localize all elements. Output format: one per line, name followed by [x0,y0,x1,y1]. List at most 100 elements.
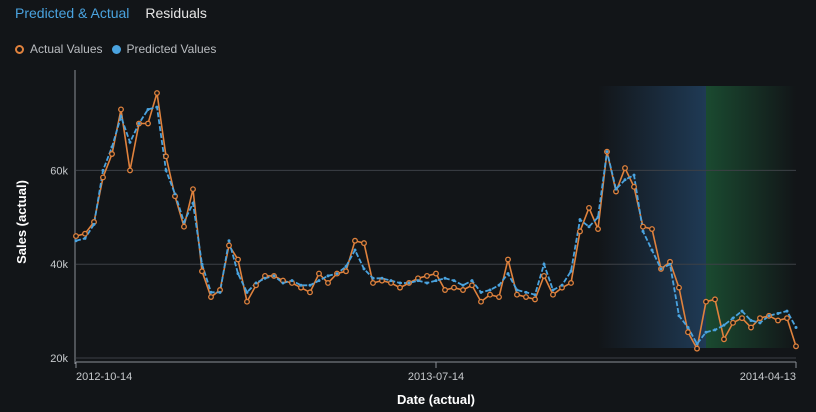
actual-point [478,298,484,305]
legend-item-actual[interactable]: Actual Values [15,42,103,56]
actual-point [739,315,745,322]
predicted-point [263,276,267,280]
predicted-point [668,262,672,266]
chart-grid [76,169,796,359]
actual-point [370,280,376,286]
actual-point [145,120,151,127]
predicted-point [767,314,771,318]
actual-point [730,319,736,326]
predicted-point [596,215,600,219]
highlight-regions [598,86,796,348]
actual-point [568,280,574,286]
actual-point [352,237,358,244]
predicted-point [92,222,96,226]
predicted-point [695,342,699,346]
predicted-dot-icon [111,44,121,54]
actual-point [640,223,646,230]
actual-point [757,315,763,322]
predicted-point [515,288,519,292]
actual-point [595,226,601,232]
predicted-point [155,105,159,109]
actual-point [127,167,133,174]
predicted-point [434,279,438,283]
actual-point [469,282,475,289]
predicted-point [560,283,564,287]
x-axis-label: Date (actual) [397,392,475,407]
actual-point [244,298,250,305]
predicted-point [632,173,636,177]
actual-point [325,280,331,286]
predicted-point [335,272,339,276]
actual-point [235,256,241,263]
predicted-point [623,178,627,182]
actual-point [163,153,169,160]
actual-point [397,284,403,291]
y-tick-label: 20k [50,353,68,365]
predicted-point [389,279,393,283]
predicted-point [740,309,744,313]
actual-point [514,291,520,298]
predicted-point [686,326,690,330]
chart-tabs: Predicted & Actual Residuals [15,4,207,24]
actual-point [100,174,106,181]
actual-point [487,291,493,298]
predicted-point [110,145,114,149]
actual-point [694,345,700,352]
predicted-point [344,265,348,269]
predicted-point [362,267,366,271]
chart-series [73,90,799,352]
predicted-point [533,293,537,297]
predicted-point [578,218,582,222]
actual-point [109,151,115,157]
predicted-point [749,318,753,322]
legend-item-predicted[interactable]: Predicted Values [111,42,217,56]
predicted-point [326,274,330,278]
actual-point [118,106,124,113]
actual-point [532,296,538,303]
actual-point [361,240,367,247]
actual-point [460,287,466,293]
predicted-point [245,290,249,294]
actual-point [676,284,682,291]
predicted-point [677,314,681,318]
predicted-point [407,281,411,285]
actual-point [505,256,511,263]
predicted-point [173,192,177,196]
predicted-point [659,267,663,271]
predicted-point [317,279,321,283]
actual-point [190,186,196,193]
predicted-point [236,272,240,276]
chart-labels: 20k 40k 60k 2012-10-14 2013-07-14 2014-04-13 D… [14,165,796,407]
actual-point [622,165,628,172]
actual-point [343,268,349,275]
predicted-point [497,283,501,287]
predicted-point [587,225,591,229]
predicted-point [281,281,285,285]
predicted-point [569,269,573,273]
predicted-point [119,114,123,118]
actual-point [442,287,448,293]
predicted-point [308,283,312,287]
predicted-point [128,140,132,144]
predicted-point [650,248,654,252]
x-tick-label: 2014-04-13 [740,371,796,383]
predicted-point [200,262,204,266]
actual-point [793,343,799,350]
predicted-point [371,276,375,280]
predicted-point [542,262,546,266]
predicted-point [506,272,510,276]
actual-point [685,329,691,336]
predicted-point [380,276,384,280]
predicted-point [254,281,258,285]
predicted-point [398,281,402,285]
predicted-point [731,316,735,320]
predicted-point [551,288,555,292]
actual-point [631,183,637,190]
actual-point [784,315,790,322]
legend-predicted-label: Predicted Values [126,42,217,56]
predicted-point [182,220,186,224]
tab-predicted-actual[interactable]: Predicted & Actual [15,5,130,21]
actual-point [523,294,529,300]
tab-residuals[interactable]: Residuals [145,5,207,21]
